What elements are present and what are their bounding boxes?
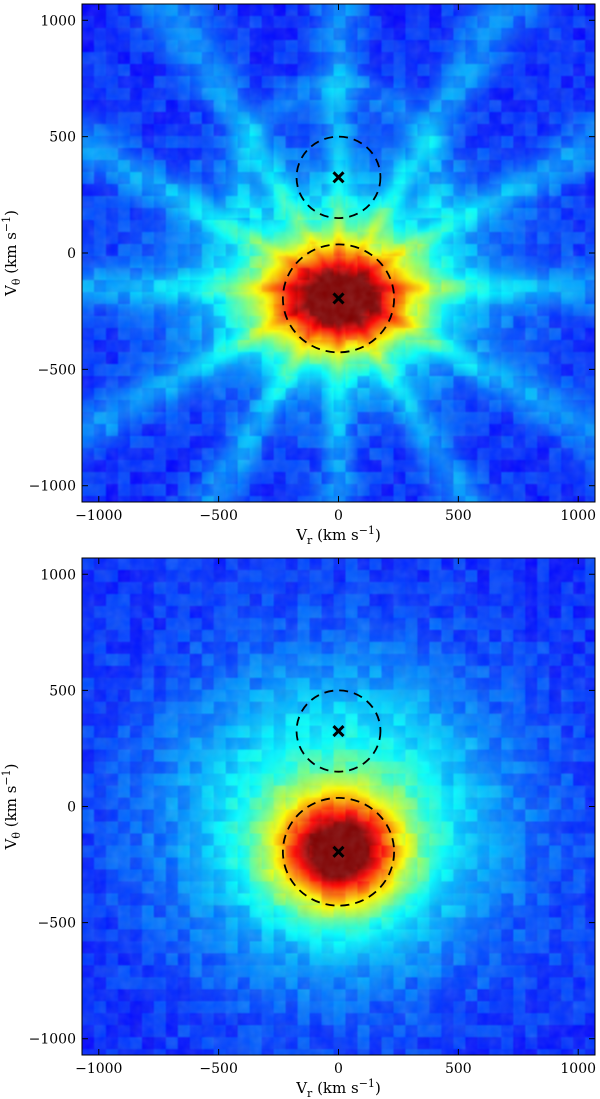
- contour-texture: [82, 558, 595, 1055]
- x-marker: [332, 845, 345, 858]
- x-axis-label: Vr (km s−1): [295, 1077, 381, 1099]
- x-axis-label-part: ): [375, 526, 381, 544]
- x-tick-label: 1000: [560, 1061, 596, 1077]
- y-tick-label: −500: [38, 362, 76, 378]
- y-axis-label-part: (km s: [2, 232, 20, 278]
- y-tick-label: 0: [67, 800, 76, 816]
- x-marker: [332, 724, 345, 738]
- y-tick-label: −1000: [29, 1032, 76, 1048]
- x-axis-label-part: V: [295, 1079, 308, 1097]
- y-axis-label-part: −1: [0, 769, 13, 785]
- x-tick-label: −500: [199, 508, 237, 524]
- x-tick-label: −1000: [75, 508, 122, 524]
- y-tick-label: −1000: [29, 479, 76, 495]
- y-tick-label: 1000: [40, 13, 76, 29]
- y-tick-label: −500: [38, 916, 76, 932]
- x-tick-label: 0: [334, 508, 343, 524]
- x-axis-label-part: (km s: [312, 1079, 358, 1097]
- y-axis-label-part: V: [2, 284, 20, 297]
- y-axis-label-part: V: [2, 837, 20, 850]
- x-tick-label: 500: [445, 508, 472, 524]
- y-axis-label-part: (km s: [2, 786, 20, 832]
- y-axis-label: Vθ (km s−1): [0, 210, 23, 297]
- y-axis-label: Vθ (km s−1): [0, 764, 23, 851]
- y-axis-label-part: ): [2, 764, 20, 770]
- x-tick-label: 1000: [560, 508, 596, 524]
- x-axis-label-part: −1: [359, 524, 375, 537]
- x-axis-label-part: V: [295, 526, 308, 544]
- y-axis-label-part: θ: [10, 832, 23, 839]
- panel-bottom: −1000 −500 0 500 1000 −1000 −500 0 500 1000 Vr (km…: [0, 557, 596, 1099]
- x-tick-label: 500: [445, 1061, 472, 1077]
- x-axis-label-part: ): [375, 1079, 381, 1097]
- x-axis-label: Vr (km s−1): [295, 524, 381, 547]
- y-axis-label-part: θ: [10, 278, 23, 285]
- x-axis-label-part: r: [307, 1087, 313, 1099]
- x-axis-label-part: (km s: [312, 526, 358, 544]
- panel-top: −1000 −500 0 500 1000 −1000 −500 0 500 1000 Vr (km…: [0, 3, 596, 547]
- dashed-circle: [295, 135, 382, 219]
- dashed-circle: [281, 243, 396, 354]
- x-axis-label-part: r: [307, 534, 313, 547]
- contour-texture: [82, 4, 595, 502]
- dashed-circle: [281, 797, 396, 907]
- y-tick-label: 500: [49, 130, 76, 146]
- x-tick-label: −1000: [75, 1061, 122, 1077]
- x-tick-label: −500: [199, 1061, 237, 1077]
- y-tick-label: 500: [49, 683, 76, 699]
- y-tick-label: 1000: [40, 567, 76, 583]
- x-axis-label-part: −1: [359, 1077, 375, 1090]
- y-axis-label-part: −1: [0, 216, 13, 232]
- y-axis-label-part: ): [2, 210, 20, 216]
- x-marker: [332, 171, 345, 184]
- y-tick-label: 0: [67, 246, 76, 262]
- x-tick-label: 0: [334, 1061, 343, 1077]
- x-marker: [332, 292, 345, 305]
- dashed-circle: [295, 689, 382, 773]
